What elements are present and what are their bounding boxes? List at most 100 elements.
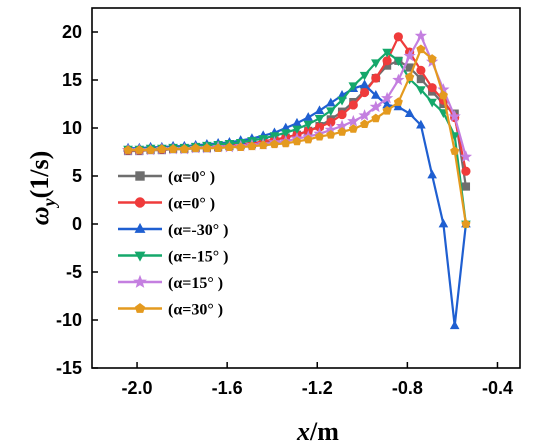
legend-entry: (α=30° ) [118,302,223,319]
data-point [303,112,314,121]
data-point [438,218,449,228]
data-point [427,98,437,108]
y-tick-label: -5 [66,262,82,282]
data-point [358,109,371,121]
data-point [213,143,223,153]
axis-ticks: -2.0 -1.6 -1.2 -0.8 -0.4 -15 -10 -5 0 5 10 15 20 [56,22,513,398]
data-point [438,90,448,100]
y-tick-label: -10 [56,310,82,330]
x-tick-label: -1.6 [212,378,243,398]
y-tick-label: 20 [62,22,82,42]
x-axis-label: x/m [296,417,339,445]
data-point [236,142,246,152]
data-point [359,87,370,98]
data-point [191,143,201,153]
legend-label: (α=15° ) [168,275,223,292]
data-point [325,97,336,107]
x-tick-label: -2.0 [122,378,153,398]
data-point [292,136,302,146]
data-point [416,65,426,76]
data-point [427,169,437,179]
legend-label: (α=-30° ) [168,222,228,239]
data-point [461,219,471,228]
y-tick-label: 0 [72,214,82,234]
data-point [461,166,471,176]
data-point [348,100,358,110]
x-tick-label: -0.8 [392,378,423,398]
y-tick-label: 15 [62,70,82,90]
data-point [360,119,370,129]
data-point [405,72,415,81]
data-point [393,101,404,111]
data-point [438,109,449,118]
y-tick-label: -15 [56,358,82,378]
data-point [450,146,460,155]
data-point [404,108,415,117]
data-point [427,54,437,63]
y-tick-label: 5 [72,166,82,186]
data-point [359,79,370,89]
y-tick-label: 10 [62,118,82,138]
data-point [382,48,392,58]
legend-label: (α=0° ) [168,196,215,213]
data-point [392,73,405,86]
data-point [134,145,144,154]
data-point [461,182,471,191]
data-point [371,113,381,123]
data-point [393,57,404,67]
data-point [371,90,381,99]
data-point [179,144,189,153]
data-point [134,251,146,262]
data-point [133,274,147,288]
data-point [325,107,336,117]
data-point [326,129,336,139]
data-point [135,171,145,181]
legend-label: (α=30° ) [168,302,223,319]
series-5 [123,44,471,228]
x-tick-label: -1.2 [302,378,333,398]
data-point [134,303,146,313]
data-point [448,110,461,122]
data-point [337,127,347,136]
data-point [414,29,427,42]
data-point [382,105,392,115]
data-point [337,109,347,120]
data-point [168,144,178,153]
data-point [403,49,416,62]
data-point [369,100,382,113]
legend-entry: (α=0° ) [118,196,215,213]
data-point [146,145,156,154]
data-point [280,129,291,139]
data-point [348,82,359,92]
y-axis-label: ωy(1/s) [25,151,59,225]
data-point [134,197,146,208]
data-point [348,124,358,133]
data-point [416,86,426,95]
data-point [314,115,325,124]
data-point [314,131,325,141]
data-point [337,96,347,106]
legend: (α=0° ) (α=0° ) (α=-30° ) (α=-15° ) (α=15° )… [118,169,228,319]
legend-entry: (α=15° ) [118,274,223,292]
data-point [303,120,314,130]
data-point [382,56,392,66]
data-point [292,125,302,135]
data-point [459,150,473,163]
legend-label: (α=0° ) [168,169,215,186]
data-point [416,44,426,54]
legend-entry: (α=-15° ) [118,249,228,266]
data-point [416,119,426,129]
data-point [380,91,394,104]
data-point [449,320,460,330]
data-point [393,97,403,106]
data-point [134,222,146,233]
legend-label: (α=-15° ) [168,249,228,266]
data-point [359,71,370,81]
data-point [157,144,167,153]
data-point [416,74,425,84]
series-layer [121,29,473,330]
legend-entry: (α=-30° ) [118,222,228,239]
data-point [371,59,381,69]
data-point [202,143,212,153]
